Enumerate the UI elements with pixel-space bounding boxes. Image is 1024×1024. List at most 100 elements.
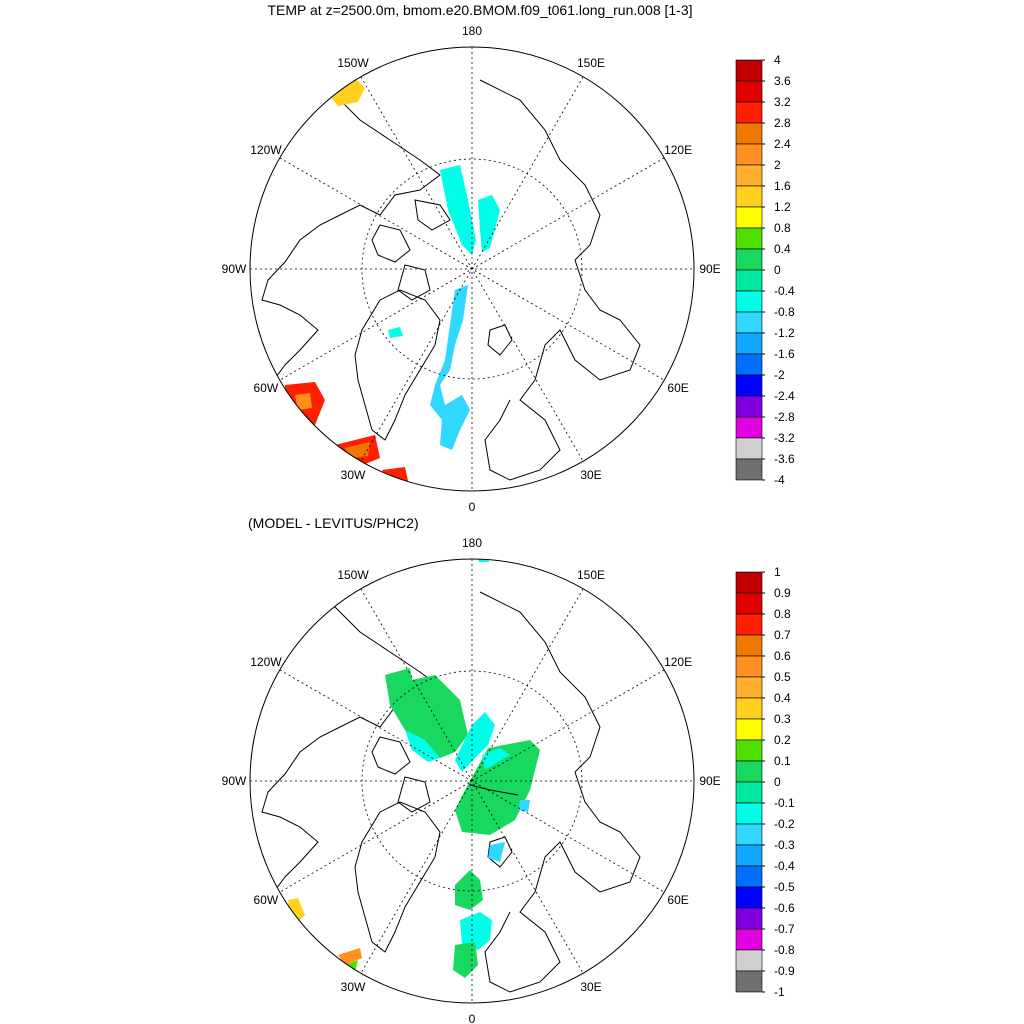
colorbar-swatch xyxy=(735,416,763,439)
coastline-eurasia xyxy=(479,591,641,993)
colorbar-swatch xyxy=(735,781,763,804)
panel1-map-boundary xyxy=(249,46,695,492)
panel2-field xyxy=(250,559,641,993)
colorbar-label: -1.2 xyxy=(774,326,795,340)
longitude-label: 90E xyxy=(699,774,720,788)
longitude-label: 60W xyxy=(254,381,279,395)
colorbar-swatch xyxy=(735,613,763,636)
colorbar-label: 0.4 xyxy=(774,691,791,705)
chart-title: TEMP at z=2500.0m, bmom.e20.BMOM.f09_t06… xyxy=(267,2,693,18)
colorbar-label: 3.6 xyxy=(774,74,791,88)
shaded-region-negative-central xyxy=(440,165,500,255)
colorbar-swatch xyxy=(735,227,763,250)
longitude-label: 180 xyxy=(462,536,482,550)
colorbar-label: -2.4 xyxy=(774,389,795,403)
colorbar-label: 0 xyxy=(774,263,781,277)
colorbar-swatch xyxy=(735,865,763,888)
colorbar-swatch xyxy=(735,164,763,187)
colorbar-swatch xyxy=(735,353,763,376)
shaded-region-small-negative xyxy=(388,327,403,338)
panel2-map-boundary xyxy=(249,558,695,1004)
colorbar-label: -1.6 xyxy=(774,347,795,361)
longitude-label: 30W xyxy=(341,980,366,994)
colorbar-label: 0.2 xyxy=(774,733,791,747)
colorbar-swatch xyxy=(735,718,763,741)
colorbar-label: -0.4 xyxy=(774,859,795,873)
colorbar-swatch xyxy=(735,311,763,334)
colorbar-label: 0.9 xyxy=(774,586,791,600)
colorbar-swatch xyxy=(735,970,763,993)
shaded-region-positive-labrador-core xyxy=(295,393,312,410)
colorbar-swatch xyxy=(735,437,763,460)
contour-line-zero xyxy=(469,784,519,796)
colorbar-label: 0.8 xyxy=(774,607,791,621)
colorbar-swatch xyxy=(735,760,763,783)
longitude-label: 150W xyxy=(337,568,369,582)
colorbar-label: 0.4 xyxy=(774,242,791,256)
shaded-region-positive-atlantic-core xyxy=(345,442,370,458)
longitude-label: 0 xyxy=(469,1012,476,1024)
panel2-graticule xyxy=(250,559,694,1003)
longitude-label: 120W xyxy=(250,143,282,157)
colorbar-swatch xyxy=(735,395,763,418)
panel2-colorbar: 1 0.9 0.8 0.7 0.6 0.5 0.4 0.3 0.2 0.1 0 -0.1 -0.2 -0.… xyxy=(735,565,795,999)
colorbar-label: -2 xyxy=(774,368,785,382)
colorbar-swatch xyxy=(735,269,763,292)
shaded-region-canada-basin-edge xyxy=(405,730,440,762)
colorbar-label: 4 xyxy=(774,53,781,67)
map-panel-2: 180 150E 120E 90E 60E 30E 0 30W 60W 90W 120W 150W 1… xyxy=(222,536,795,1024)
colorbar-swatch xyxy=(735,59,763,82)
colorbar-label: -0.6 xyxy=(774,901,795,915)
colorbar-label: -0.1 xyxy=(774,796,795,810)
colorbar-label: -2.8 xyxy=(774,410,795,424)
panel1-graticule xyxy=(250,47,694,491)
colorbar-swatch xyxy=(735,143,763,166)
colorbar-label: -3.2 xyxy=(774,431,795,445)
longitude-label: 60E xyxy=(667,893,688,907)
coastline-north-america xyxy=(250,571,441,913)
colorbar-label: -0.2 xyxy=(774,817,795,831)
colorbar-swatch xyxy=(735,655,763,678)
colorbar-swatch xyxy=(735,802,763,825)
shaded-region-bering xyxy=(478,559,489,562)
panel1-colorbar: 4 3.6 3.2 2.8 2.4 2 1.6 1.2 0.8 0.4 0 -0.4 -0.8 -1.2 -… xyxy=(735,53,795,487)
longitude-label: 90E xyxy=(699,262,720,276)
colorbar-label: 2.4 xyxy=(774,137,791,151)
longitude-label: 120W xyxy=(250,655,282,669)
longitude-label: 120E xyxy=(664,655,692,669)
colorbar-swatch xyxy=(735,928,763,951)
colorbar-swatch xyxy=(735,592,763,615)
shaded-region-greenland-sea xyxy=(455,870,483,910)
shaded-region-near-zero-south xyxy=(488,800,530,862)
longitude-label: 60W xyxy=(254,893,279,907)
colorbar-label: 0.8 xyxy=(774,221,791,235)
coastline-arctic-islands xyxy=(371,199,451,301)
colorbar-label: -1 xyxy=(774,985,785,999)
longitude-label: 150E xyxy=(577,568,605,582)
colorbar-label: -0.5 xyxy=(774,880,795,894)
panel1-longitude-labels: 180 150E 120E 90E 60E 30E 0 30W 60W 90W 120W 150W xyxy=(222,24,721,514)
colorbar-swatch xyxy=(735,248,763,271)
colorbar-label: -0.7 xyxy=(774,922,795,936)
colorbar-swatch xyxy=(735,676,763,699)
colorbar-label: -0.3 xyxy=(774,838,795,852)
colorbar-swatch xyxy=(735,739,763,762)
colorbar-label: 3.2 xyxy=(774,95,791,109)
shaded-region-positive-atlantic xyxy=(338,948,362,965)
colorbar-swatch xyxy=(735,206,763,229)
colorbar-label: 1.6 xyxy=(774,179,791,193)
colorbar-label: -4 xyxy=(774,473,785,487)
shaded-region-positive-labrador xyxy=(288,898,305,922)
colorbar-label: 0.6 xyxy=(774,649,791,663)
colorbar-swatch xyxy=(735,571,763,594)
longitude-label: 120E xyxy=(664,143,692,157)
colorbar-label: 0.1 xyxy=(774,754,791,768)
colorbar-swatch xyxy=(735,697,763,720)
colorbar-swatch xyxy=(735,101,763,124)
colorbar-label: 1 xyxy=(774,565,781,579)
longitude-label: 180 xyxy=(462,24,482,38)
longitude-label: 0 xyxy=(469,500,476,514)
colorbar-label: -0.4 xyxy=(774,284,795,298)
colorbar-swatch xyxy=(735,844,763,867)
longitude-label: 150W xyxy=(337,56,369,70)
